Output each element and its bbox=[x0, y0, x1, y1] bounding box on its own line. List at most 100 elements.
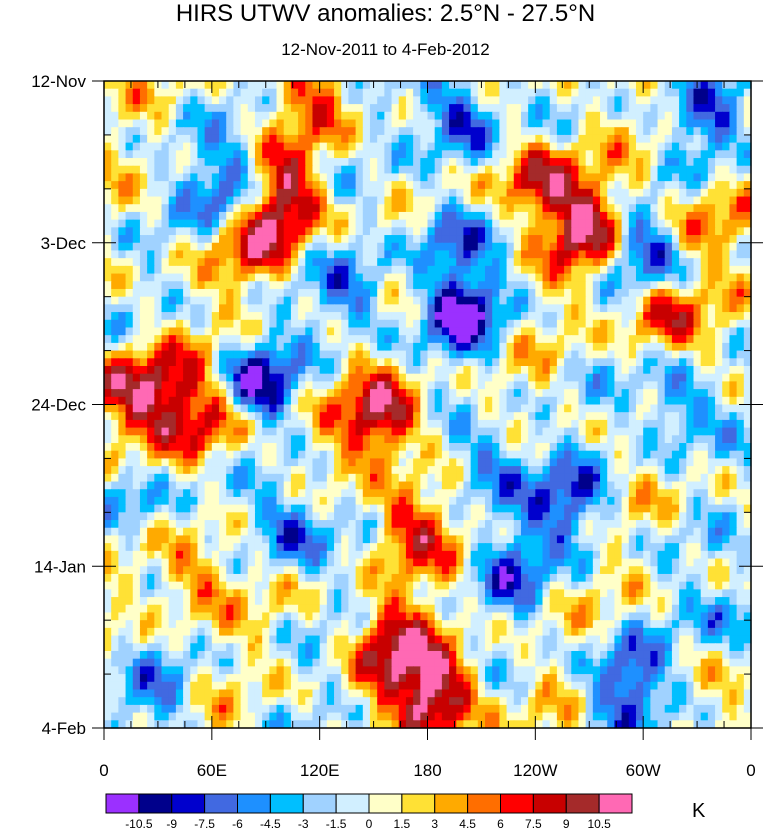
heatmap-cell bbox=[686, 211, 695, 221]
heatmap-cell bbox=[628, 219, 637, 228]
heatmap-cell bbox=[197, 111, 206, 121]
heatmap-cell bbox=[326, 404, 335, 413]
heatmap-cell bbox=[564, 88, 572, 97]
heatmap-cell bbox=[240, 296, 249, 305]
heatmap-cell bbox=[578, 335, 587, 344]
heatmap-cell bbox=[585, 127, 594, 136]
heatmap-cell bbox=[607, 134, 616, 144]
heatmap-cell bbox=[571, 88, 580, 97]
heatmap-cell bbox=[154, 173, 163, 182]
heatmap-cell bbox=[664, 281, 673, 290]
heatmap-cell bbox=[377, 335, 385, 344]
heatmap-cell bbox=[348, 111, 357, 121]
heatmap-cell bbox=[441, 427, 450, 436]
heatmap-cell bbox=[585, 443, 594, 452]
heatmap-cell bbox=[190, 404, 199, 413]
heatmap-cell bbox=[556, 104, 565, 113]
heatmap-cell bbox=[219, 335, 227, 344]
heatmap-cell bbox=[326, 96, 335, 105]
heatmap-cell bbox=[204, 496, 213, 506]
heatmap-cell bbox=[254, 312, 263, 321]
heatmap-cell bbox=[700, 250, 709, 259]
heatmap-cell bbox=[240, 419, 249, 429]
heatmap-cell bbox=[219, 443, 227, 452]
heatmap-cell bbox=[700, 181, 709, 190]
heatmap-cell bbox=[485, 458, 493, 467]
heatmap-cell bbox=[240, 235, 249, 244]
heatmap-cell bbox=[369, 96, 378, 105]
heatmap-cell bbox=[326, 481, 335, 490]
heatmap-cell bbox=[326, 473, 335, 483]
heatmap-cell bbox=[355, 489, 364, 498]
heatmap-cell bbox=[463, 265, 472, 275]
heatmap-cell bbox=[470, 427, 479, 436]
heatmap-cell bbox=[312, 381, 321, 390]
heatmap-cell bbox=[204, 504, 213, 513]
heatmap-cell bbox=[111, 196, 119, 205]
heatmap-cell bbox=[600, 281, 608, 290]
heatmap-cell bbox=[405, 165, 414, 175]
heatmap-cell bbox=[269, 242, 278, 252]
heatmap-cell bbox=[233, 304, 242, 313]
heatmap-cell bbox=[679, 327, 687, 336]
heatmap-cell bbox=[118, 312, 127, 321]
heatmap-cell bbox=[722, 473, 731, 483]
heatmap-cell bbox=[348, 88, 357, 97]
heatmap-cell bbox=[492, 81, 500, 90]
heatmap-cell bbox=[722, 389, 731, 398]
heatmap-cell bbox=[290, 419, 299, 429]
heatmap-cell bbox=[283, 119, 292, 128]
heatmap-cell bbox=[348, 204, 357, 213]
heatmap-cell bbox=[132, 458, 141, 467]
heatmap-cell bbox=[132, 134, 141, 144]
heatmap-cell bbox=[254, 373, 263, 382]
heatmap-cell bbox=[319, 358, 328, 367]
heatmap-cell bbox=[470, 389, 479, 398]
heatmap-cell bbox=[427, 288, 436, 298]
heatmap-cell bbox=[341, 196, 350, 205]
heatmap-cell bbox=[600, 419, 608, 429]
heatmap-cell bbox=[104, 319, 112, 329]
heatmap-cell bbox=[578, 204, 587, 213]
heatmap-cell bbox=[549, 196, 558, 205]
heatmap-cell bbox=[427, 450, 436, 460]
heatmap-cell bbox=[233, 173, 242, 182]
heatmap-cell bbox=[377, 196, 385, 205]
heatmap-cell bbox=[298, 358, 306, 367]
heatmap-cell bbox=[671, 158, 680, 167]
heatmap-cell bbox=[247, 481, 256, 490]
heatmap-cell bbox=[276, 211, 285, 221]
heatmap-cell bbox=[262, 235, 270, 244]
heatmap-cell bbox=[492, 427, 500, 436]
heatmap-cell bbox=[693, 412, 702, 421]
heatmap-cell bbox=[183, 150, 191, 159]
heatmap-cell bbox=[528, 265, 536, 275]
heatmap-cell bbox=[154, 404, 163, 413]
heatmap-cell bbox=[254, 304, 263, 313]
heatmap-cell bbox=[578, 211, 587, 221]
heatmap-cell bbox=[722, 412, 731, 421]
heatmap-cell bbox=[456, 211, 465, 221]
heatmap-cell bbox=[542, 235, 551, 244]
heatmap-cell bbox=[111, 235, 119, 244]
heatmap-cell bbox=[542, 496, 551, 506]
heatmap-cell bbox=[247, 273, 256, 282]
heatmap-cell bbox=[470, 458, 479, 467]
heatmap-cell bbox=[628, 404, 637, 413]
heatmap-cell bbox=[715, 373, 723, 382]
heatmap-cell bbox=[369, 88, 378, 97]
heatmap-cell bbox=[643, 358, 651, 367]
heatmap-cell bbox=[132, 419, 141, 429]
heatmap-cell bbox=[463, 312, 472, 321]
heatmap-cell bbox=[729, 458, 738, 467]
heatmap-cell bbox=[290, 396, 299, 406]
heatmap-cell bbox=[384, 473, 393, 483]
heatmap-cell bbox=[635, 319, 644, 329]
heatmap-cell bbox=[456, 111, 465, 121]
heatmap-cell bbox=[449, 435, 457, 444]
heatmap-cell bbox=[492, 127, 500, 136]
heatmap-cell bbox=[556, 288, 565, 298]
heatmap-cell bbox=[592, 296, 601, 305]
heatmap-cell bbox=[139, 119, 148, 128]
heatmap-cell bbox=[283, 335, 292, 344]
